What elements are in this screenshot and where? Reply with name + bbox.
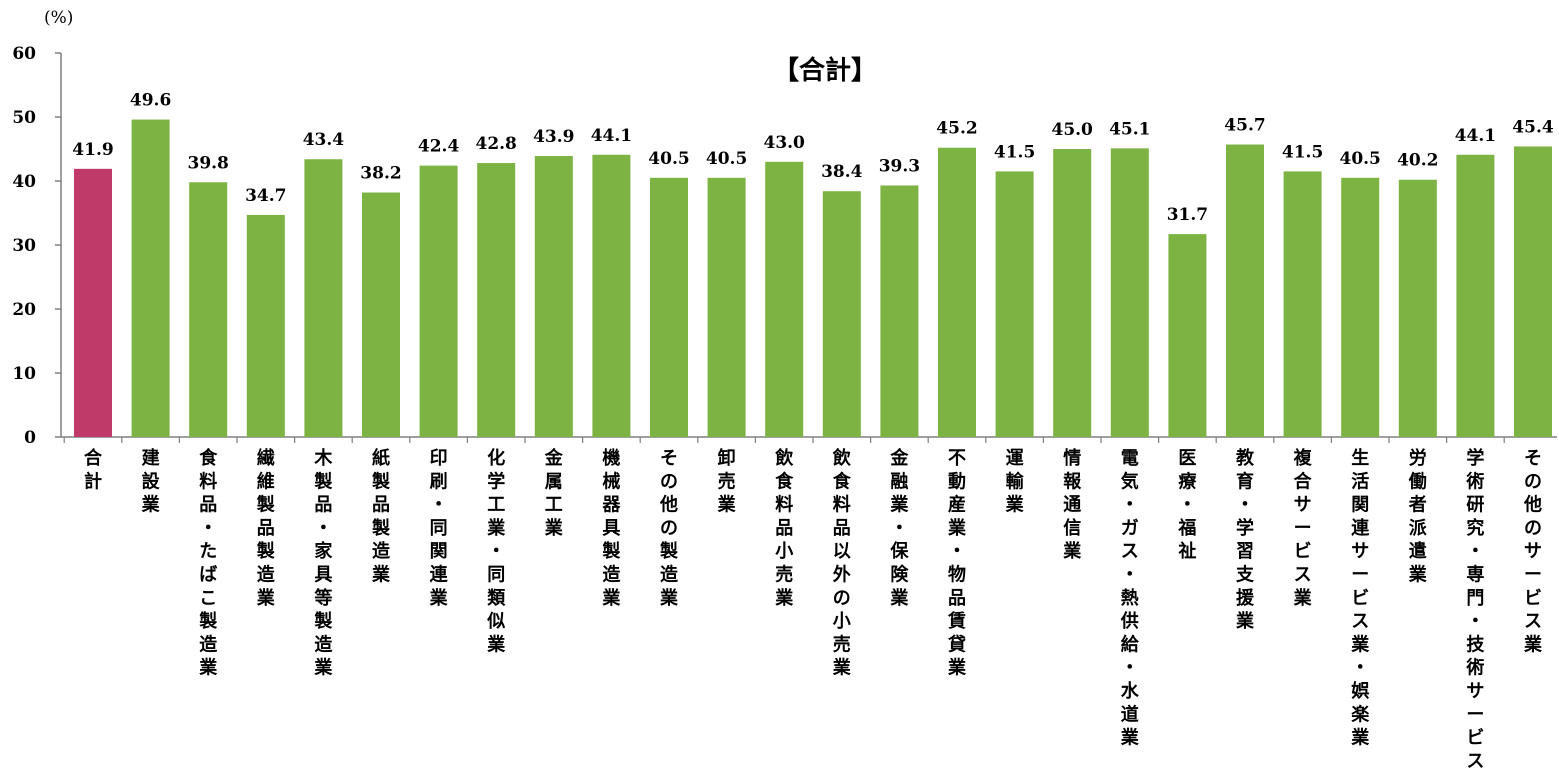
bar (765, 161, 804, 438)
bar-value-label: 45.4 (1512, 117, 1554, 137)
bar (1226, 144, 1264, 437)
category-label: 金融業・保険業 (889, 447, 909, 609)
bar-value-label: 44.1 (591, 126, 632, 146)
bar (1283, 171, 1322, 437)
category-label: その他の製造業 (659, 448, 679, 609)
y-tick-label: 10 (12, 364, 36, 384)
category-label: 合計 (84, 447, 103, 492)
y-tick-label: 40 (12, 172, 36, 192)
bar (74, 168, 112, 437)
bar (534, 156, 573, 438)
bar-value-label: 45.2 (936, 119, 977, 139)
category-label: 金属工業 (544, 447, 564, 539)
bar (304, 159, 343, 438)
y-tick-label: 60 (12, 44, 36, 64)
bar-value-label: 40.5 (706, 149, 747, 169)
category-label: 飲食料品小売業 (774, 447, 794, 609)
bar-value-label: 43.0 (763, 133, 805, 153)
category-label: 労働者派遣業 (1408, 447, 1428, 586)
category-label: 情報通信業 (1062, 448, 1082, 562)
category-label: 不動産業・物品賃貸業 (947, 448, 967, 679)
bar (1110, 148, 1149, 438)
bar (189, 182, 228, 437)
bar-value-label: 40.5 (648, 149, 689, 169)
bar (880, 185, 919, 437)
category-label: 建設業 (141, 447, 161, 516)
bar (1053, 149, 1092, 437)
bar (419, 165, 458, 437)
category-label: 木製品・家具等製造業 (313, 447, 333, 679)
data-labels: 41.9 49.6 39.8 34.7 43.4 38.2 42.4 42.8 43.9 44.1… (72, 91, 1554, 226)
category-label: 電気・ガス・熱供給・水道業 (1120, 448, 1140, 749)
category-label: 機械器具製造業 (601, 447, 621, 609)
category-label: 複合サービス業 (1293, 447, 1313, 609)
bar-value-label: 42.4 (418, 137, 460, 157)
bar (995, 171, 1034, 437)
bar-value-label: 45.7 (1224, 116, 1265, 136)
category-label: 飲食料品以外の小売業 (832, 447, 852, 679)
bar-value-label: 44.1 (1455, 126, 1496, 146)
category-label: 化学工業・同類似業 (486, 447, 506, 655)
category-label: 繊維製品製造業 (256, 447, 276, 609)
bar (477, 163, 516, 437)
bar-value-label: 38.4 (821, 162, 863, 182)
category-label: 学術研究・専門・技術サービス業 (1465, 447, 1485, 773)
bar-value-label: 39.3 (879, 156, 920, 176)
bar-value-label: 45.0 (1051, 120, 1093, 140)
bars (74, 119, 1552, 438)
axes: 0 10 20 30 40 50 60 (12, 44, 1557, 448)
category-label: 教育・学習支援業 (1235, 447, 1255, 632)
bar (131, 119, 170, 437)
bar (246, 214, 285, 437)
bar (938, 147, 976, 437)
bar (822, 191, 861, 437)
category-label: 食料品・たばこ製造業 (198, 447, 218, 679)
bar (1456, 154, 1495, 437)
bar-value-label: 38.2 (360, 164, 401, 184)
bar (650, 177, 688, 438)
bar-value-label: 39.8 (187, 153, 228, 173)
bar-value-label: 40.2 (1397, 151, 1438, 171)
category-label: 医療・福祉 (1177, 448, 1197, 562)
category-label: 紙製品製造業 (371, 447, 391, 586)
bar-value-label: 49.6 (130, 91, 171, 111)
bar-value-label: 41.9 (72, 140, 113, 160)
bar (1398, 179, 1437, 437)
chart-title: 【合計】 (772, 56, 877, 86)
bar (707, 177, 746, 438)
bar (362, 192, 400, 437)
category-labels: 合計 建設業 食料品・たばこ製造業 繊維製品製造業 木製品・家具等製造業 紙製品製造業 印刷… (84, 447, 1543, 773)
category-label: 運輸業 (1005, 448, 1025, 516)
bar (1341, 177, 1380, 438)
bar-value-label: 45.1 (1109, 119, 1150, 139)
category-label: 卸売業 (717, 447, 737, 516)
bar-value-label: 42.8 (475, 134, 516, 154)
bar (1514, 146, 1552, 437)
y-tick-label: 0 (24, 428, 36, 448)
bar-value-label: 34.7 (245, 186, 286, 206)
category-label: 生活関連サービス業・娯楽業 (1350, 447, 1370, 749)
bar-value-label: 43.4 (303, 130, 345, 150)
y-tick-label: 30 (12, 236, 36, 256)
unit-label: (%) (44, 8, 74, 28)
bar (592, 154, 631, 437)
bar-value-label: 40.5 (1339, 149, 1380, 169)
y-tick-label: 20 (12, 300, 36, 320)
bar-value-label: 41.5 (994, 142, 1035, 162)
y-tick-label: 50 (12, 108, 36, 128)
bar-value-label: 43.9 (533, 127, 574, 147)
bar-value-label: 41.5 (1282, 142, 1323, 162)
category-label: 印刷・同関連業 (429, 448, 449, 609)
bar-value-label: 31.7 (1167, 205, 1208, 225)
bar (1168, 234, 1207, 437)
category-label: その他のサービス業 (1523, 448, 1543, 655)
